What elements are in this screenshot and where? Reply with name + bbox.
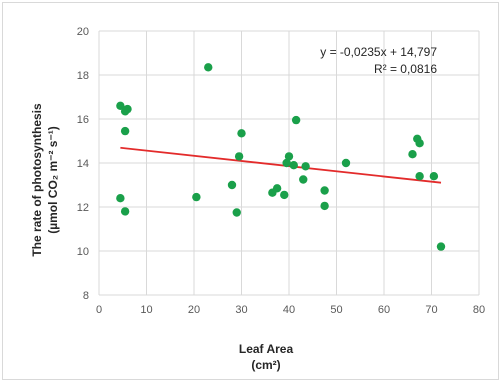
y-tick-label: 12 [77,202,89,214]
data-point [408,150,417,159]
trendline [120,146,442,184]
data-point [320,201,329,211]
data-point [291,115,301,125]
data-point [232,208,241,217]
x-tick-label: 70 [425,304,437,316]
y-tick-label: 8 [83,290,89,302]
x-tick-label: 10 [140,304,152,316]
r-squared-label: R² = 0,0816 [374,62,437,76]
data-point [282,158,291,168]
y-tick-label: 14 [77,158,89,170]
data-point [123,104,132,114]
data-points [116,63,446,251]
data-point [237,129,246,138]
trendline-equation: y = -0,0235x + 14,797 [320,45,437,59]
x-tick-label: 0 [96,304,102,316]
data-point [120,207,130,216]
data-point [436,242,446,251]
data-point [272,184,282,193]
x-tick-label: 50 [330,304,342,316]
y-tick-label: 18 [77,70,89,82]
y-axis-title: The rate of photosynthesis [30,103,44,257]
y-tick-label: 20 [77,26,89,38]
data-point [429,172,439,181]
grid-layer [98,30,480,296]
y-axis-unit: (µmol CO₂ m⁻² s⁻¹) [46,126,60,234]
data-point [299,175,308,184]
tick-labels: 0 10 20 30 40 50 60 70 80 8 10 12 14 16 18 20 [77,26,485,316]
x-tick-label: 80 [473,304,485,316]
data-point [227,180,237,190]
y-tick-label: 16 [77,114,89,126]
data-point [120,126,130,136]
data-point [301,162,310,171]
data-point [320,186,329,195]
trendline-layer [120,146,442,184]
data-point [289,161,298,170]
data-point [234,152,244,161]
data-point [415,172,424,181]
data-point [204,63,213,72]
x-tick-label: 40 [283,304,295,316]
data-point [116,101,125,111]
data-point [341,158,351,168]
y-tick-label: 10 [77,246,89,258]
data-point [116,194,125,203]
x-axis-unit: (cm²) [251,358,280,372]
data-point [415,139,424,148]
x-tick-label: 60 [378,304,390,316]
x-tick-label: 30 [235,304,247,316]
chart-frame [2,2,499,380]
data-point [284,152,294,161]
data-point [192,192,201,202]
x-tick-label: 20 [188,304,200,316]
x-axis-title: Leaf Area [239,342,294,356]
data-point [280,190,289,200]
